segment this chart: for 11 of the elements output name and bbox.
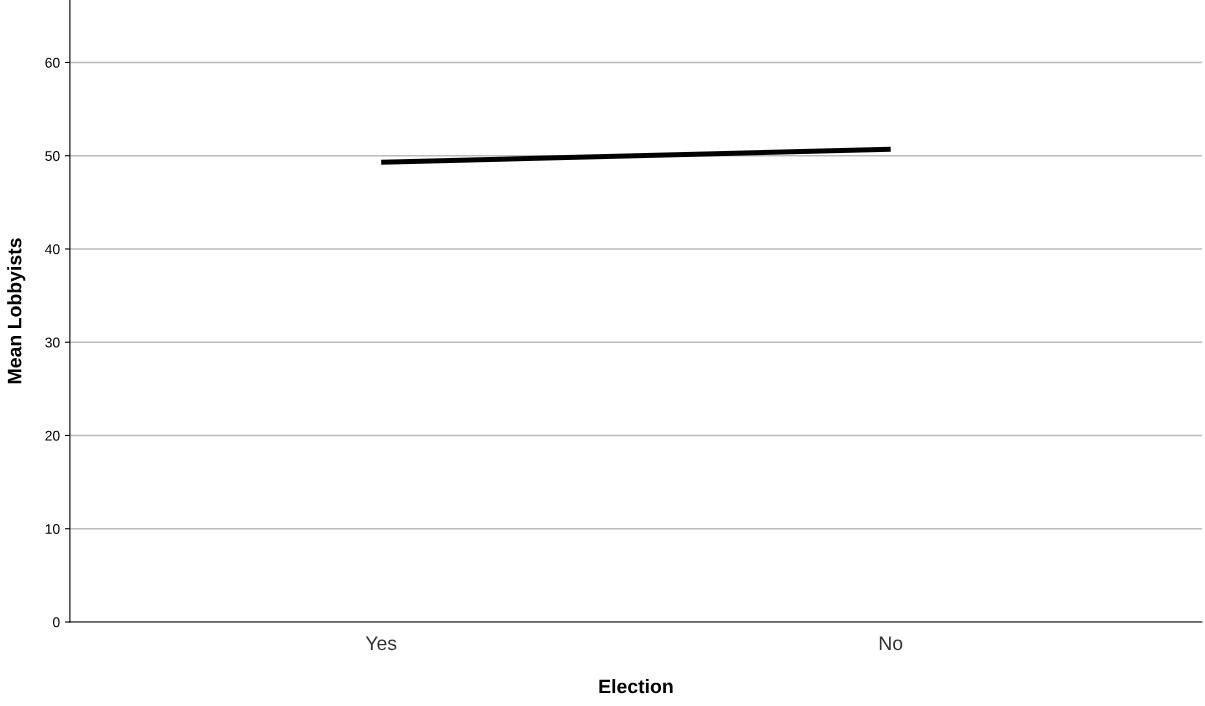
y-tick-label: 20 — [45, 430, 60, 441]
y-tick-label: 60 — [45, 57, 60, 68]
y-tick-label: 0 — [52, 617, 60, 628]
y-tick-label: 30 — [45, 337, 60, 348]
y-tick-label: 40 — [45, 244, 60, 255]
x-tick-label: Yes — [365, 636, 397, 651]
y-axis-title: Mean Lobbyists — [7, 238, 26, 384]
x-tick-label: No — [879, 636, 903, 651]
y-tick-label: 10 — [45, 524, 60, 534]
x-axis-title: Election — [599, 679, 673, 694]
y-tick-label: 50 — [45, 151, 60, 161]
